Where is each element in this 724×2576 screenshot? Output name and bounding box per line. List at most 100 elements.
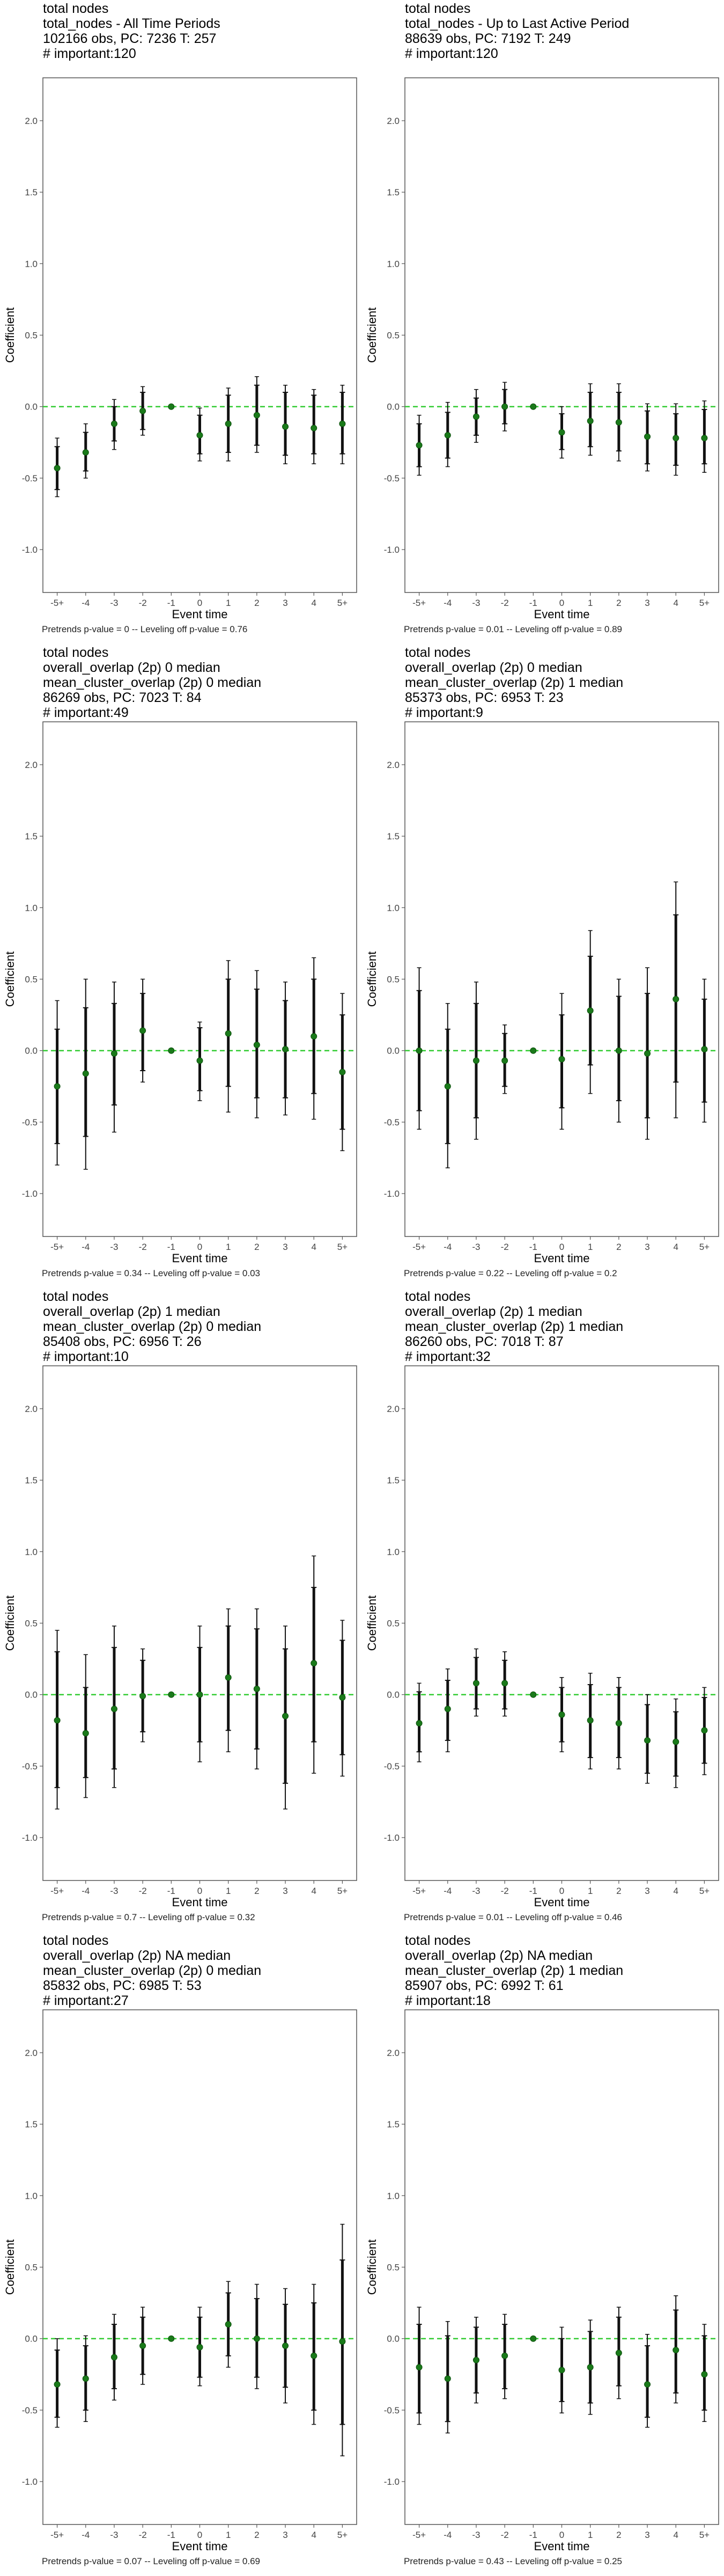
y-tick-label: 0.5 <box>387 2263 400 2273</box>
x-tick-label: -1 <box>529 1886 537 1896</box>
coefficient-point <box>311 2352 317 2359</box>
coefficient-point <box>673 2347 679 2354</box>
x-tick-label: -1 <box>167 1242 175 1252</box>
coefficient-point <box>82 2375 89 2382</box>
y-tick-label: 1.5 <box>25 187 38 197</box>
x-tick-label: -5+ <box>412 2530 426 2540</box>
x-tick-label: -3 <box>110 598 118 608</box>
x-tick-label: 2 <box>254 1886 259 1896</box>
y-tick-label: -1.0 <box>384 1833 400 1843</box>
chart-title-line: overall_overlap (2p) 1 median <box>405 1304 582 1319</box>
coefficient-point <box>587 418 594 425</box>
x-tick-label: -5+ <box>50 2530 64 2540</box>
x-tick-label: -5+ <box>50 1886 64 1896</box>
chart-title: total nodes total_nodes - All Time Period… <box>43 1 220 61</box>
y-tick-label: 0.5 <box>25 331 38 341</box>
coefficient-plot: -1.0 -0.5 0.0 0.5 1.0 1.5 2.0 -5+ -4 -3 -2 -1 0 1 2 3 4 5… <box>3 1365 357 1909</box>
coefficient-point <box>587 2363 594 2370</box>
plot-frame <box>42 1365 357 1881</box>
y-tick-label: 2.0 <box>387 760 400 770</box>
pvalue-footnote: Pretrends p-value = 0.01 -- Leveling off… <box>404 624 622 634</box>
coefficient-point <box>282 2343 289 2350</box>
y-tick-label: -1.0 <box>384 2477 400 2487</box>
x-tick-label: -5+ <box>412 1242 426 1252</box>
coefficient-point <box>168 2335 175 2342</box>
coefficient-point <box>644 1737 651 1744</box>
x-tick-label: 0 <box>559 598 564 608</box>
x-tick-label: -1 <box>529 2530 537 2540</box>
x-tick-label: 3 <box>645 1242 649 1252</box>
x-tick-label: 4 <box>311 2530 316 2540</box>
chart-panel: total nodes overall_overlap (2p) NA media… <box>362 1932 724 2576</box>
x-tick-label: 4 <box>673 598 678 608</box>
coefficient-point <box>110 1706 117 1713</box>
coefficient-point <box>444 1706 451 1713</box>
coefficient-point <box>139 1027 146 1034</box>
y-tick-label: -1.0 <box>22 1833 38 1843</box>
chart-title-line: 86269 obs, PC: 7023 T: 84 <box>43 690 202 705</box>
y-tick-label: -0.5 <box>22 473 38 484</box>
coefficient-point <box>282 1713 289 1719</box>
x-tick-label: 3 <box>645 598 649 608</box>
chart-panel: total nodes overall_overlap (2p) 0 median… <box>362 644 724 1288</box>
coefficient-point <box>615 2350 622 2357</box>
coefficient-point <box>530 2335 537 2342</box>
chart-title-line: # important:10 <box>43 1349 129 1364</box>
chart-title-line: overall_overlap (2p) 0 median <box>43 660 220 675</box>
chart-title-line: 86260 obs, PC: 7018 T: 87 <box>405 1334 564 1349</box>
chart-title-line: total nodes <box>43 1933 109 1948</box>
coefficient-point <box>82 1070 89 1077</box>
x-tick-label: -3 <box>472 1886 480 1896</box>
coefficient-point <box>54 465 61 472</box>
x-tick-label: 5+ <box>337 1242 348 1252</box>
coefficient-point <box>644 2381 651 2388</box>
x-tick-label: 5+ <box>699 598 710 608</box>
x-tick-label: 0 <box>197 1886 202 1896</box>
chart-panel: total nodes overall_overlap (2p) NA media… <box>0 1932 362 2576</box>
coefficient-point <box>339 420 346 427</box>
y-tick-label: 1.5 <box>387 1475 400 1485</box>
x-tick-label: -5+ <box>412 598 426 608</box>
coefficient-point <box>472 2357 479 2363</box>
x-tick-label: 3 <box>645 1886 649 1896</box>
coefficient-point <box>225 420 232 427</box>
y-axis-label: Coefficient <box>365 1596 379 1651</box>
x-tick-label: 1 <box>226 598 231 608</box>
coefficient-point <box>54 1083 61 1090</box>
chart-panel: total nodes overall_overlap (2p) 0 median… <box>0 644 362 1288</box>
y-axis-label: Coefficient <box>365 308 379 363</box>
x-tick-label: -5+ <box>412 1886 426 1896</box>
coefficient-point <box>558 2367 565 2374</box>
chart-title: total nodes overall_overlap (2p) 0 median… <box>405 645 623 720</box>
x-tick-label: -2 <box>139 598 147 608</box>
x-tick-label: 2 <box>254 1242 259 1252</box>
x-tick-label: 4 <box>673 2530 678 2540</box>
coefficient-point <box>472 1680 479 1687</box>
pvalue-footnote: Pretrends p-value = 0.34 -- Leveling off… <box>42 1268 260 1278</box>
coefficient-point <box>701 2371 708 2378</box>
chart-title-line: total nodes <box>43 1289 109 1304</box>
coefficient-point <box>501 2352 508 2359</box>
chart-title: total nodes overall_overlap (2p) 1 median… <box>43 1289 261 1364</box>
chart-title-line: mean_cluster_overlap (2p) 1 median <box>405 1319 624 1334</box>
y-tick-label: 1.5 <box>25 831 38 841</box>
coefficient-point <box>339 1694 346 1701</box>
x-tick-label: 5+ <box>699 2530 710 2540</box>
coefficient-point <box>416 442 423 449</box>
x-tick-label: 3 <box>645 2530 649 2540</box>
y-tick-label: 1.5 <box>25 1475 38 1485</box>
x-tick-label: 1 <box>588 1242 593 1252</box>
coefficient-point <box>196 431 203 438</box>
coefficient-point <box>701 435 708 442</box>
coefficient-point <box>587 1007 594 1014</box>
coefficient-point <box>110 420 117 427</box>
x-tick-label: -1 <box>167 2530 175 2540</box>
coefficient-point <box>196 1057 203 1064</box>
x-tick-label: -1 <box>529 598 537 608</box>
pvalue-footnote: Pretrends p-value = 0.01 -- Leveling off… <box>404 1912 622 1922</box>
y-tick-label: 0.5 <box>387 331 400 341</box>
coefficient-point <box>225 2321 232 2328</box>
chart-title-line: # important:32 <box>405 1349 491 1364</box>
x-tick-label: -1 <box>529 1242 537 1252</box>
coefficient-point <box>168 1691 175 1698</box>
